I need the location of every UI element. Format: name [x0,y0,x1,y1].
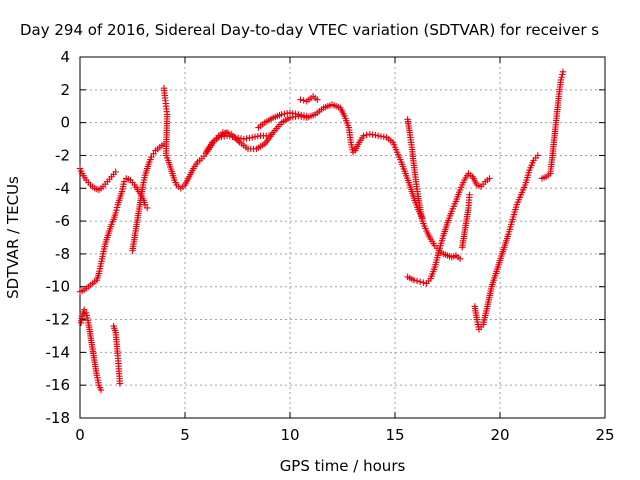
series-10 [404,116,464,263]
series-5 [160,84,231,192]
data-point [113,204,121,211]
data-point [303,112,310,120]
data-point [360,132,367,139]
data-point [363,131,370,139]
data-point [456,255,464,263]
data-point [113,206,120,214]
data-point [144,204,151,212]
series-0 [76,165,119,194]
y-tick-label: -8 [55,245,70,263]
series-14 [538,68,567,182]
series-8 [255,109,310,131]
data-point [559,68,567,75]
data-point [150,150,157,158]
data-point [120,178,128,185]
x-tick-label: 5 [180,426,190,444]
series-12 [459,191,473,251]
y-tick-label: -14 [46,343,71,361]
data-point [558,74,565,81]
data-point [420,279,427,286]
y-tick-label: -2 [55,146,70,164]
data-point [148,153,155,161]
data-point [116,380,124,387]
y-tick-label: 4 [60,48,70,66]
data-point [297,96,304,103]
data-point [112,209,119,217]
y-axis-label: SDTVAR / TECUs [4,176,22,299]
x-tick-label: 15 [385,426,404,444]
y-tick-label: 0 [60,114,70,132]
data-point [466,191,473,199]
series-4 [129,140,168,254]
x-axis-label: GPS time / hours [280,457,406,475]
y-tick-label: -6 [55,212,70,230]
data-point [314,96,321,103]
data-point [557,76,565,84]
data-series [76,68,567,394]
x-tick-label: 25 [595,426,614,444]
data-point [413,277,421,285]
data-point [486,175,493,182]
series-9 [297,93,321,105]
data-point [534,152,541,159]
series-2 [77,306,105,394]
series-1 [76,175,151,295]
y-tick-label: -10 [46,278,71,296]
data-point [417,278,424,286]
y-tick-label: -4 [55,179,70,197]
chart-title: Day 294 of 2016, Sidereal Day-to-day VTE… [20,21,599,39]
data-point [300,97,307,104]
x-tick-label: 0 [75,426,85,444]
y-tick-label: -16 [46,376,71,394]
y-tick-label: -18 [46,409,71,427]
series-3 [110,322,124,387]
series-13 [471,152,541,333]
data-point [410,276,418,284]
plot-frame [79,56,606,419]
data-point [97,386,105,394]
series-11 [404,170,493,287]
x-tick-label: 20 [490,426,509,444]
y-tick-label: -12 [46,311,71,329]
y-tick-label: 2 [60,81,70,99]
x-tick-label: 10 [280,426,299,444]
data-point [559,71,566,78]
data-point [112,168,119,176]
data-point [81,306,88,313]
